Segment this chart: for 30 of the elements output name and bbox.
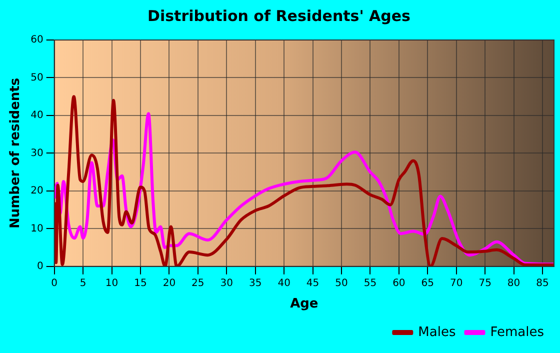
x-tick-label: 70 [450, 278, 463, 289]
y-axis-title: Number of residents [8, 78, 24, 229]
x-tick-label: 10 [105, 278, 118, 289]
y-tick-label: 60 [30, 34, 44, 46]
x-tick-label: 80 [507, 278, 520, 289]
x-tick-label: 50 [335, 278, 348, 289]
x-tick-label: 30 [220, 278, 233, 289]
x-tick-label: 65 [421, 278, 434, 289]
legend-label: Females [490, 324, 544, 340]
x-tick-label: 45 [306, 278, 320, 289]
x-tick-label: 5 [80, 278, 86, 289]
y-tick-label: 50 [30, 72, 44, 84]
x-tick-label: 55 [364, 278, 377, 289]
x-tick-label: 25 [192, 278, 204, 289]
x-tick-label: 40 [278, 278, 290, 289]
x-tick-label: 60 [392, 278, 406, 289]
legend-label: Males [418, 324, 456, 340]
y-tick-label: 30 [30, 148, 44, 159]
x-tick-label: 20 [162, 278, 176, 289]
x-tick-label: 75 [478, 278, 492, 289]
y-tick-label: 20 [30, 186, 44, 197]
x-tick-label: 85 [536, 278, 549, 289]
y-tick-label: 40 [30, 110, 44, 122]
y-tick-label: 10 [30, 223, 44, 234]
x-tick-label: 35 [248, 278, 262, 289]
y-tick-label: 0 [36, 260, 44, 272]
x-tick-label: 15 [134, 278, 147, 289]
x-axis-title: Age [290, 296, 318, 312]
chart-title: Distribution of Residents' Ages [148, 6, 411, 25]
x-tick-label: 0 [51, 278, 58, 289]
